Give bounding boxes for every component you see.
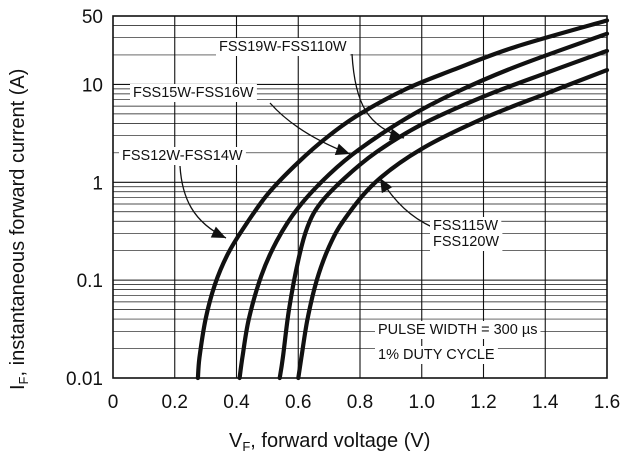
x-tick-label: 1.0 [409, 392, 435, 413]
label-fss15w-fss16w-bg [130, 84, 257, 102]
arrowhead [380, 178, 393, 194]
label-pulse-width: PULSE WIDTH = 300 µs [378, 322, 537, 338]
tick-labels: 0 0.2 0.4 0.6 0.8 1.0 1.2 1.4 1.6 0.01 0.1 1 10 50 [66, 7, 620, 413]
label-fss19w-fss110w: FSS19W-FSS110W [219, 39, 347, 55]
x-tick-label: 0 [108, 392, 119, 413]
label-pulse-width-bg [375, 321, 541, 339]
x-tick-label: 0.4 [223, 392, 250, 413]
x-tick-label: 0.2 [162, 392, 188, 413]
curve-fss12w-fss14w [195, 18, 610, 381]
x-tick-label: 1.6 [594, 392, 620, 413]
label-duty-cycle: 1% DUTY CYCLE [378, 347, 495, 363]
label-fss12w-fss14w: FSS12W-FSS14W [122, 148, 243, 164]
y-tick-label: 10 [82, 75, 103, 96]
label-fss12w-fss14w-bg [119, 147, 246, 165]
y-tick-label: 50 [82, 7, 103, 28]
x-tick-label: 0.6 [285, 392, 311, 413]
label-fss120w-bg [430, 233, 503, 251]
x-tick-label: 0.8 [347, 392, 373, 413]
label-fss15w-fss16w: FSS15W-FSS16W [133, 85, 254, 101]
label-fss120w: FSS120W [433, 234, 499, 250]
y-tick-label: 0.1 [77, 271, 103, 292]
arrowhead [334, 143, 350, 155]
curves [195, 18, 610, 381]
curve-fss115w-fss120w [296, 68, 610, 381]
label-fss19w-fss110w-bg [216, 38, 350, 56]
x-axis-title: VF, forward voltage (V) [229, 430, 430, 454]
y-tick-label: 1 [92, 173, 103, 194]
arrowhead [210, 226, 226, 238]
leader-lines [179, 53, 433, 239]
x-tick-label: 1.4 [532, 392, 559, 413]
curve-fss15w-fss16w [237, 31, 610, 381]
label-fss115w: FSS115W [433, 218, 498, 234]
label-duty-cycle-bg [375, 346, 498, 364]
x-tick-label: 1.2 [470, 392, 496, 413]
y-axis-title: IF, instantaneous forward current (A) [7, 69, 31, 390]
curve-fss19w-fss110w [277, 48, 610, 381]
y-tick-label: 0.01 [66, 369, 103, 390]
leader-line [179, 165, 227, 239]
annotation-labels: FSS19W-FSS110W FSS15W-FSS16W FSS12W-FSS14W… [119, 38, 541, 364]
arrowhead [388, 128, 404, 141]
label-fss115w-bg [430, 217, 502, 235]
